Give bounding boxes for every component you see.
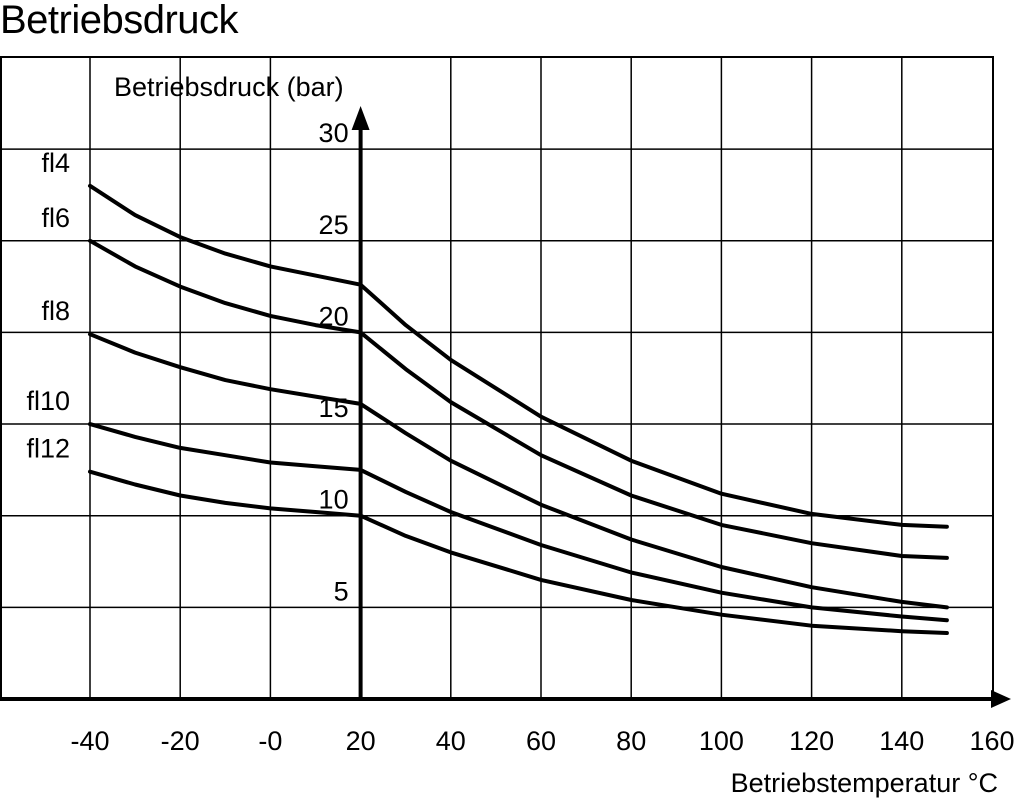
x-tick-label: 40: [436, 726, 466, 756]
grid-frame: [0, 56, 994, 700]
axes: [0, 106, 1011, 708]
x-tick-label: 140: [879, 726, 924, 756]
y-tick-label: 5: [334, 576, 349, 606]
y-tick-label: 25: [319, 210, 349, 240]
x-tick-label: -40: [70, 726, 109, 756]
y-tick-label: 10: [319, 485, 349, 515]
x-tick-label: 20: [346, 726, 376, 756]
series-line-fl10: [88, 422, 949, 623]
y-axis-label: Betriebsdruck (bar): [114, 72, 344, 102]
series-label-fl10: fl10: [26, 386, 70, 416]
series-label-fl4: fl4: [41, 148, 70, 178]
series-line-fl8: [88, 332, 949, 610]
series-label-fl8: fl8: [41, 296, 70, 326]
x-tick-label: 80: [616, 726, 646, 756]
y-axis-arrow: [351, 106, 370, 130]
x-tick-label: 120: [789, 726, 834, 756]
series-labels: fl4 fl6 fl8 fl10 fl12: [26, 148, 70, 464]
series-label-fl6: fl6: [41, 203, 70, 233]
y-tick-label: 20: [319, 301, 349, 331]
x-tick-label: 160: [969, 726, 1014, 756]
series-line-fl12: [88, 469, 949, 635]
x-axis-arrow: [991, 690, 1011, 708]
series-lines: [88, 183, 949, 635]
x-tick-label: 100: [699, 726, 744, 756]
grid: [0, 56, 994, 700]
x-axis-label: Betriebstemperatur °C: [731, 768, 998, 798]
series-line-fl6: [88, 238, 949, 560]
x-tick-label: -0: [258, 726, 282, 756]
y-tick-label: 30: [319, 118, 349, 148]
x-tick-label: 60: [526, 726, 556, 756]
x-tick-label: -20: [161, 726, 200, 756]
series-line-fl4: [88, 183, 949, 529]
series-label-fl12: fl12: [26, 434, 70, 464]
chart-title: Betriebsdruck: [0, 0, 240, 42]
y-tick-label: 15: [319, 393, 349, 423]
tick-labels: -40 -20 -0 20 40 60 80 100 120 140 160 5 10 15 20 25 30: [70, 118, 1014, 756]
